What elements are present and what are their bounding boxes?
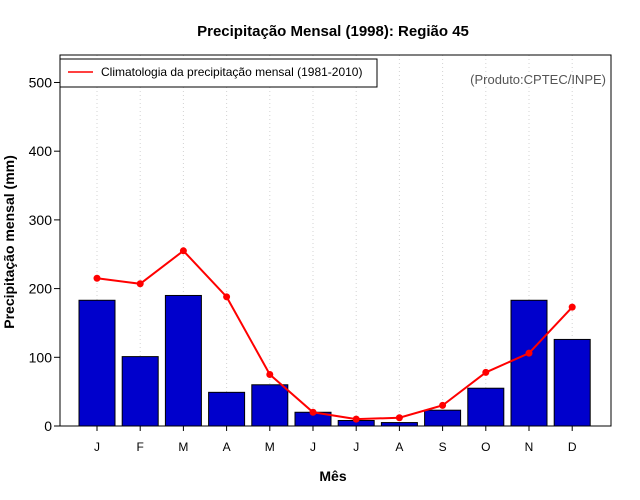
- bar: [251, 384, 289, 427]
- bar: [424, 409, 462, 427]
- bar: [553, 338, 591, 427]
- legend-box: [59, 58, 378, 88]
- x-tick-label: J: [310, 440, 316, 454]
- climatology-line: [96, 249, 573, 421]
- bar: [164, 294, 202, 427]
- y-tick-label: 100: [29, 349, 53, 365]
- legend: Climatologia da precipitação mensal (198…: [59, 58, 378, 88]
- climatology-point: [223, 293, 231, 301]
- climatology-point: [352, 415, 360, 423]
- climatology-point: [439, 401, 447, 409]
- y-axis: 0 100 200 300 400 500: [29, 74, 60, 434]
- bar: [380, 422, 418, 427]
- y-tick-label: 300: [29, 212, 53, 228]
- credit-annotation: (Produto:CPTEC/INPE): [470, 72, 606, 87]
- x-tick-label: J: [94, 440, 100, 454]
- x-tick-label: A: [395, 440, 403, 454]
- x-tick-label: D: [568, 440, 577, 454]
- x-tick-label: F: [137, 440, 144, 454]
- bar: [510, 299, 548, 427]
- bar-series: [78, 294, 591, 427]
- x-tick-label: J: [353, 440, 359, 454]
- climatology-point: [568, 303, 576, 311]
- climatology-point: [309, 408, 317, 416]
- y-tick-label: 400: [29, 143, 53, 159]
- climatology-point: [525, 349, 533, 357]
- chart-title: Precipitação Mensal (1998): Região 45: [197, 23, 469, 40]
- climatology-point: [266, 370, 274, 378]
- climatology-point: [93, 274, 101, 282]
- x-tick-label: N: [525, 440, 534, 454]
- bar: [208, 391, 246, 427]
- x-tick-label: S: [439, 440, 447, 454]
- climatology-point: [395, 414, 403, 422]
- y-axis-label: Precipitação mensal (mm): [1, 155, 17, 329]
- y-tick-label: 200: [29, 281, 53, 297]
- x-tick-label: O: [481, 440, 490, 454]
- bar: [78, 299, 116, 427]
- x-axis-label: Mês: [319, 468, 346, 484]
- y-tick-label: 0: [44, 418, 52, 434]
- y-tick-label: 500: [29, 74, 53, 90]
- x-tick-label: M: [265, 440, 275, 454]
- bar: [121, 356, 159, 427]
- climatology-point: [482, 368, 490, 376]
- climatology-point: [136, 280, 144, 288]
- bar: [467, 387, 505, 427]
- x-tick-label: A: [223, 440, 231, 454]
- plot-area-frame: [59, 54, 612, 427]
- climatology-point: [179, 247, 187, 255]
- climatology-line-series: [93, 247, 576, 423]
- x-tick-label: M: [178, 440, 188, 454]
- legend-entry-climatology: Climatologia da precipitação mensal (198…: [101, 65, 362, 79]
